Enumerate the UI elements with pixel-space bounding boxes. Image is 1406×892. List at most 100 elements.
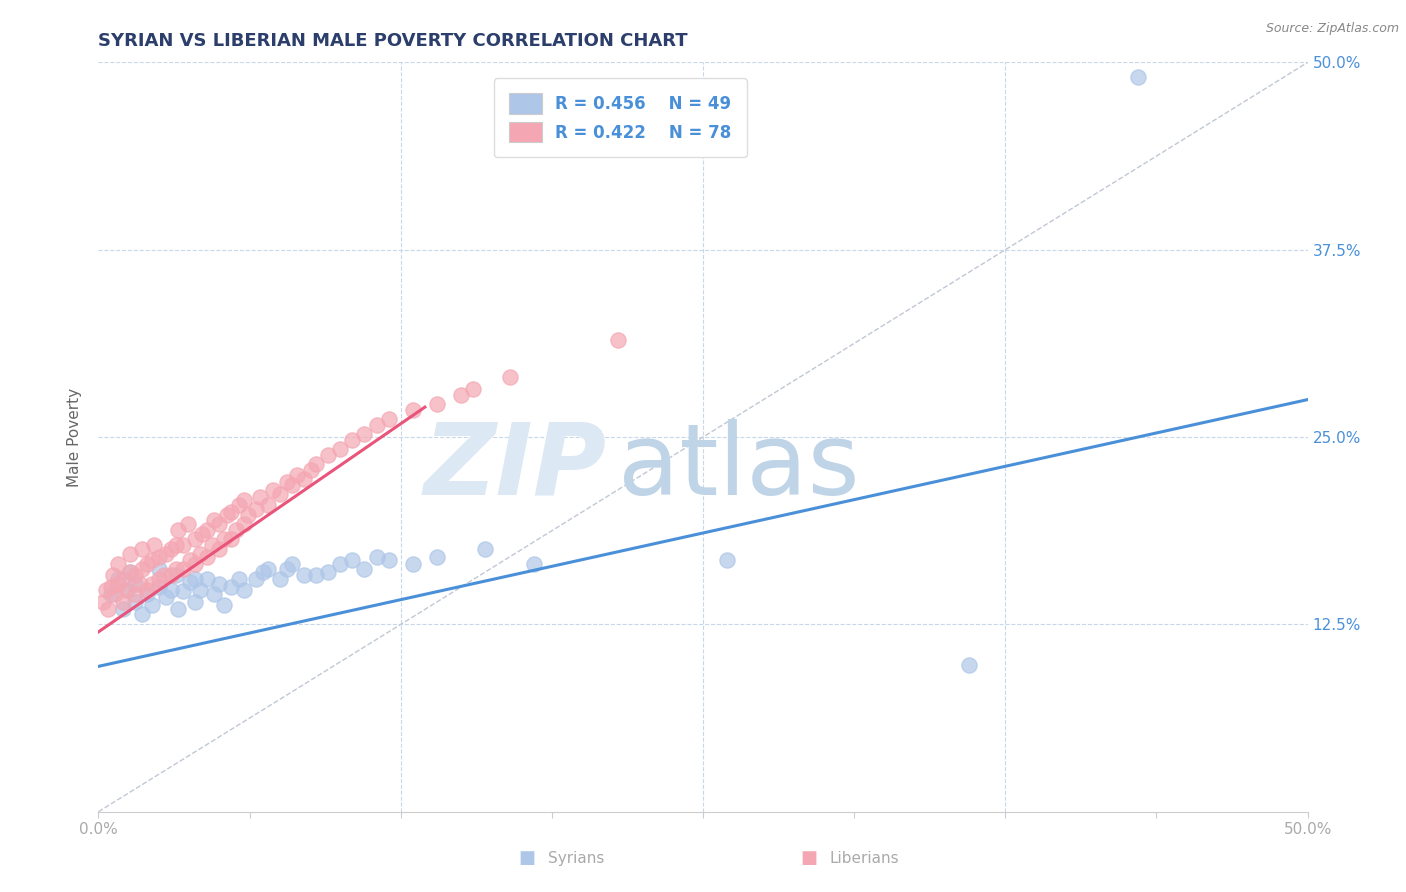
Point [366,418,388,433]
Point [165,538,187,552]
Point [249,490,271,504]
Point [523,558,546,572]
Point [276,475,298,489]
Point [124,587,146,601]
Point [131,542,153,557]
Point [131,562,153,576]
Point [184,595,207,609]
Point [167,523,190,537]
Point [377,553,399,567]
Point [252,565,274,579]
Point [269,573,291,587]
Point [212,598,235,612]
Point [107,573,129,587]
Point [148,549,170,564]
Point [152,568,174,582]
Text: SYRIAN VS LIBERIAN MALE POVERTY CORRELATION CHART: SYRIAN VS LIBERIAN MALE POVERTY CORRELAT… [98,32,688,50]
Point [160,582,183,597]
Point [353,427,375,442]
Point [165,568,187,582]
Point [148,573,170,587]
Point [353,562,375,576]
Point [101,568,124,582]
Point [117,582,139,597]
Point [172,562,194,576]
Text: atlas: atlas [619,418,860,516]
Point [281,478,304,492]
Point [498,370,520,384]
Point [124,568,146,582]
Point [221,532,243,546]
Point [201,538,224,552]
Point [957,657,980,672]
Point [184,573,207,587]
Legend: R = 0.456    N = 49, R = 0.422    N = 78: R = 0.456 N = 49, R = 0.422 N = 78 [494,78,747,157]
Point [316,448,339,462]
Point [225,523,247,537]
Point [607,333,630,347]
Point [305,568,328,582]
Point [474,542,496,557]
Point [221,505,243,519]
Point [232,516,254,531]
Point [195,549,218,564]
Point [191,527,214,541]
Point [366,549,388,564]
Point [117,582,139,597]
Text: ■: ■ [800,849,817,867]
Point [305,457,328,471]
Point [221,580,243,594]
Point [215,508,238,522]
Point [100,587,122,601]
Text: Syrians: Syrians [548,851,605,865]
Point [148,562,170,576]
Point [148,580,170,594]
Point [141,577,163,591]
Point [91,595,114,609]
Point [450,388,472,402]
Point [118,565,141,579]
Point [377,412,399,426]
Point [245,573,267,587]
Point [276,562,298,576]
Point [716,553,738,567]
Point [184,558,207,572]
Point [111,573,134,587]
Point [316,565,339,579]
Point [256,562,278,576]
Point [135,587,157,601]
Point [141,553,163,567]
Point [167,602,190,616]
Point [172,538,194,552]
Point [204,512,226,526]
Point [256,498,278,512]
Point [402,403,425,417]
Point [463,382,485,396]
Point [232,493,254,508]
Point [329,442,352,456]
Point [107,577,129,591]
Text: Source: ZipAtlas.com: Source: ZipAtlas.com [1265,22,1399,36]
Point [100,580,122,594]
Point [172,584,194,599]
Point [212,532,235,546]
Point [208,577,231,591]
Point [94,582,117,597]
Point [195,523,218,537]
Point [165,562,187,576]
Point [160,568,183,582]
Point [245,502,267,516]
Point [155,591,177,605]
Point [188,582,211,597]
Point [426,397,449,411]
Point [184,532,207,546]
Point [188,547,211,561]
Point [160,542,183,557]
Point [299,463,322,477]
Point [131,607,153,621]
Point [104,587,127,601]
Point [228,498,250,512]
Point [1128,70,1150,85]
Text: Liberians: Liberians [830,851,900,865]
Point [281,558,304,572]
